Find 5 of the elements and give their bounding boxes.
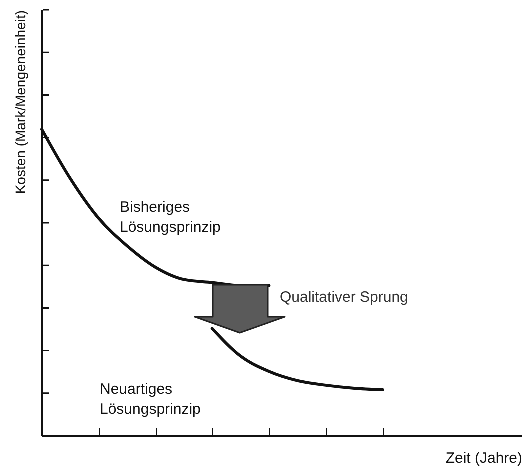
y-axis-title: Kosten (Mark/Mengeneinheit) — [12, 10, 28, 194]
series-label: Bisheriges Lösungsprinzip — [120, 199, 221, 236]
text: Neuartiges Lösungsprinzip — [100, 381, 201, 418]
annotation: Qualitativer Sprung — [280, 289, 408, 306]
x-axis-title: Zeit (Jahre) — [446, 450, 522, 467]
